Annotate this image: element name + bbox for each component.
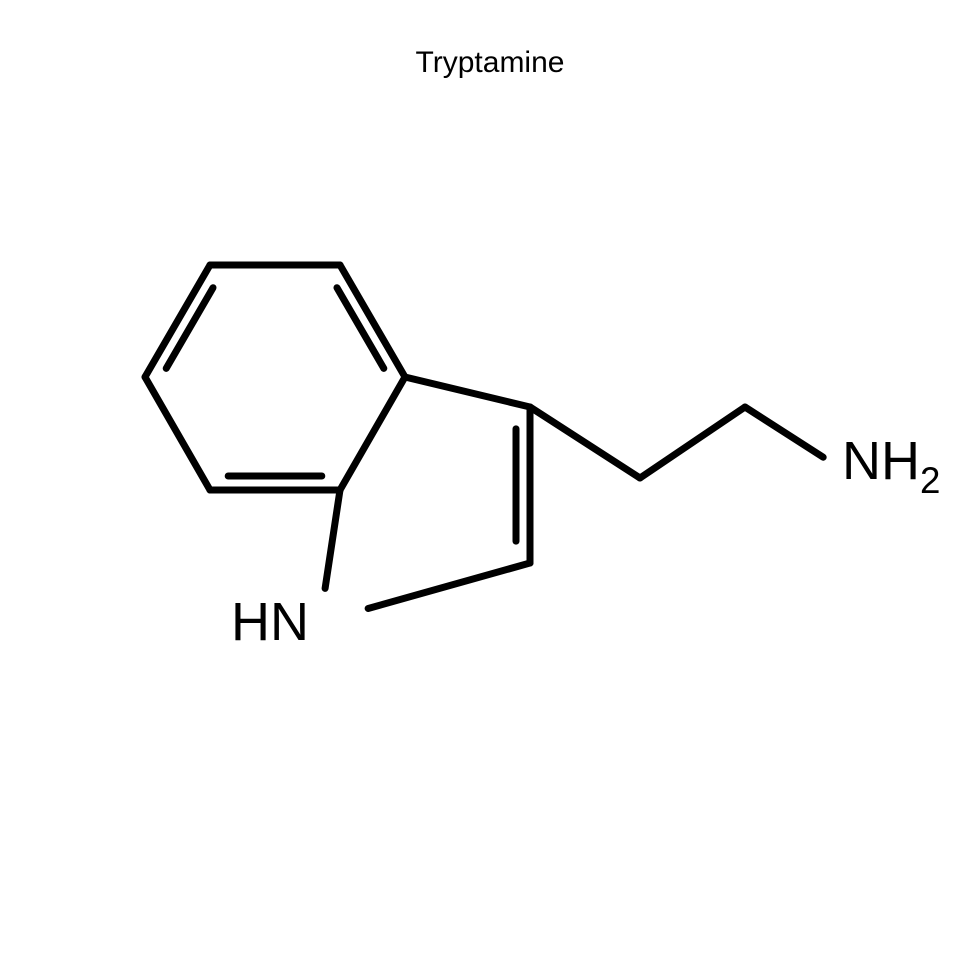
atom-label: HN bbox=[231, 591, 309, 653]
molecule-diagram bbox=[0, 0, 980, 980]
atom-label: NH2 bbox=[842, 430, 940, 500]
figure-container: Tryptamine HNNH2 bbox=[0, 0, 980, 980]
